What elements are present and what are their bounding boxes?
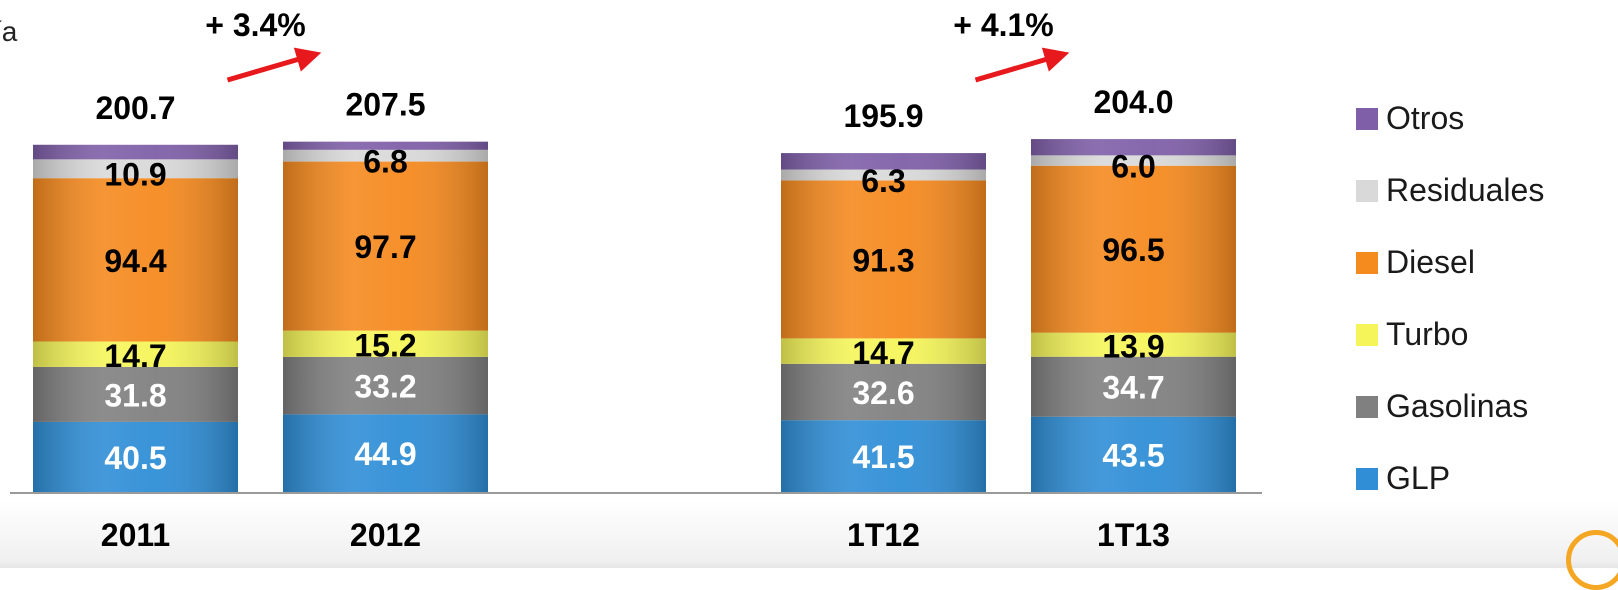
legend-swatch <box>1356 251 1378 274</box>
data-label-residuales-1t12: 6.3 <box>861 163 905 199</box>
growth-label-0: + 3.4% <box>205 7 306 43</box>
legend-label: Turbo <box>1386 316 1469 352</box>
bar-shading <box>33 341 238 367</box>
data-label-turbo-1t13: 13.9 <box>1102 329 1164 365</box>
data-label-diesel-2012: 97.7 <box>354 229 416 265</box>
legend-swatch <box>1356 467 1378 490</box>
bar-shading <box>33 178 238 342</box>
category-label-1t13: 1T13 <box>1097 517 1170 553</box>
bar-shading <box>283 330 488 357</box>
bar-shading <box>1031 416 1236 492</box>
bar-shading <box>283 149 488 162</box>
bar-shading <box>33 366 238 422</box>
category-label-1t12: 1T12 <box>847 517 920 553</box>
bar-shading <box>283 161 488 331</box>
legend-item-otros: Otros <box>1356 100 1464 137</box>
legend-swatch <box>1356 107 1378 130</box>
legend-item-glp: GLP <box>1356 460 1450 497</box>
data-label-glp-1t13: 43.5 <box>1102 437 1164 473</box>
data-label-gasolinas-1t13: 34.7 <box>1102 370 1164 406</box>
bar-shading <box>33 421 238 492</box>
data-label-glp-2012: 44.9 <box>354 436 416 472</box>
legend-label: Otros <box>1386 100 1465 136</box>
legend-swatch <box>1356 179 1378 202</box>
growth-arrow <box>974 47 1070 83</box>
bar-shading <box>33 159 238 179</box>
legend-item-turbo: Turbo <box>1356 316 1468 353</box>
total-label-2011: 200.7 <box>95 90 175 126</box>
legend-item-residuales: Residuales <box>1356 172 1544 209</box>
bar-shading <box>781 169 986 181</box>
legend-label: Gasolinas <box>1386 388 1529 424</box>
legend-swatch <box>1356 323 1378 346</box>
brand-logo-fragment <box>1566 530 1618 590</box>
bar-shading <box>781 338 986 364</box>
bar-shading <box>781 363 986 421</box>
total-label-1t13: 204.0 <box>1093 84 1173 120</box>
bar-shading <box>781 153 986 170</box>
total-label-2012: 207.5 <box>345 87 425 123</box>
bar-shading <box>33 144 238 160</box>
bar-shading <box>781 420 986 492</box>
growth-label-1: + 4.1% <box>953 7 1054 43</box>
data-label-residuales-2011: 10.9 <box>104 157 166 193</box>
bar-shading <box>283 356 488 415</box>
bar-shading <box>1031 139 1236 156</box>
stacked-bar-chart: 40.531.814.794.410.9200.7201144.933.215.… <box>10 7 1262 553</box>
bar-shading <box>1031 165 1236 333</box>
data-label-turbo-2011: 14.7 <box>104 338 166 374</box>
data-label-gasolinas-2011: 31.8 <box>104 377 166 413</box>
legend-label: Residuales <box>1386 172 1545 208</box>
data-label-turbo-2012: 15.2 <box>354 328 416 364</box>
bar-shading <box>283 414 488 492</box>
data-label-gasolinas-2012: 33.2 <box>354 369 416 405</box>
data-label-diesel-2011: 94.4 <box>104 243 166 279</box>
legend-item-diesel: Diesel <box>1356 244 1475 281</box>
bar-shading <box>1031 155 1236 166</box>
data-label-glp-1t12: 41.5 <box>852 439 914 475</box>
legend-label: GLP <box>1386 460 1451 496</box>
data-label-residuales-1t13: 6.0 <box>1111 149 1155 185</box>
data-label-diesel-1t12: 91.3 <box>852 242 914 278</box>
category-label-2011: 2011 <box>101 517 170 553</box>
data-label-gasolinas-1t12: 32.6 <box>852 375 914 411</box>
legend-label: Diesel <box>1386 244 1475 280</box>
data-label-residuales-2012: 6.8 <box>363 144 407 180</box>
data-label-glp-2011: 40.5 <box>104 440 166 476</box>
legend-swatch <box>1356 395 1378 418</box>
growth-arrow <box>226 47 322 83</box>
data-label-turbo-1t12: 14.7 <box>852 335 914 371</box>
bar-shading <box>781 180 986 339</box>
bar-shading <box>1031 356 1236 417</box>
cropped-title-fragment: ía <box>0 16 18 47</box>
data-label-diesel-1t13: 96.5 <box>1102 232 1164 268</box>
total-label-1t12: 195.9 <box>843 98 923 134</box>
bar-shading <box>1031 332 1236 357</box>
bar-shading <box>283 141 488 150</box>
category-label-2012: 2012 <box>350 517 421 553</box>
legend-item-gasolinas: Gasolinas <box>1356 388 1528 425</box>
